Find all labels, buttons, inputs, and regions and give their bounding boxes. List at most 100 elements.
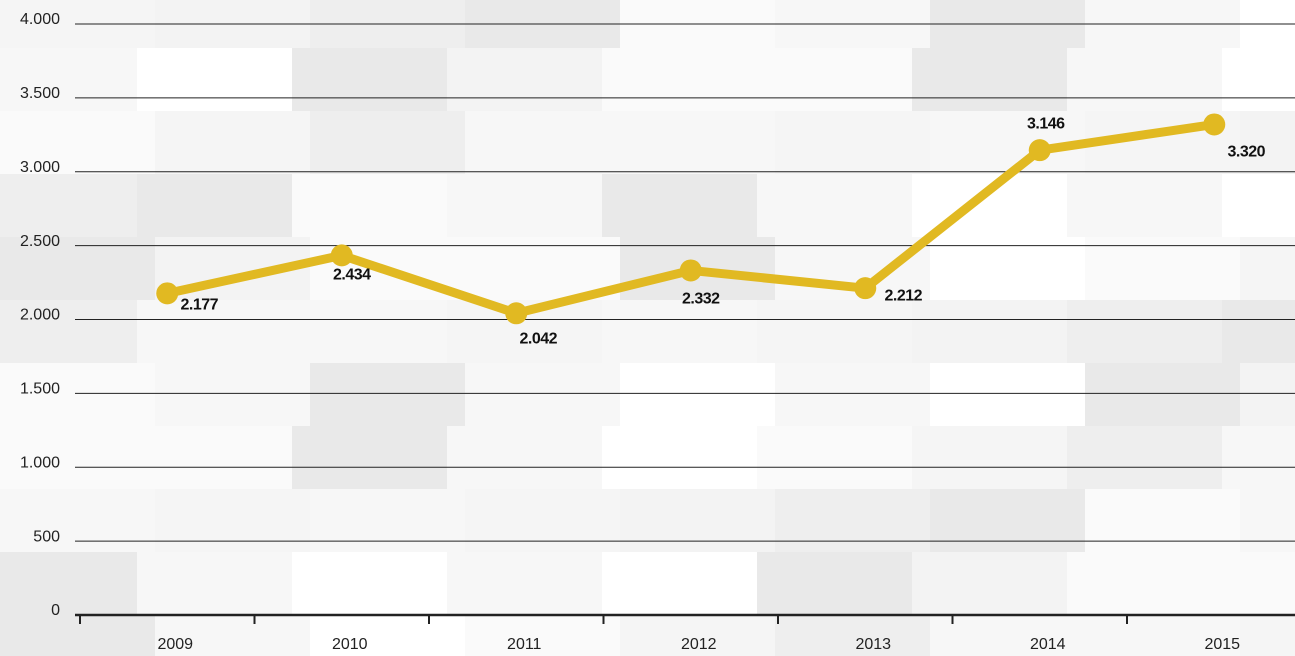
bg-tile bbox=[310, 363, 465, 426]
bg-tile bbox=[137, 426, 292, 489]
bg-tile bbox=[602, 300, 757, 363]
bg-tile bbox=[0, 363, 155, 426]
bg-tile bbox=[602, 552, 757, 615]
bg-tile bbox=[292, 48, 447, 111]
bg-tile bbox=[1240, 237, 1295, 300]
data-label: 2.212 bbox=[884, 287, 922, 304]
data-label: 3.146 bbox=[1027, 115, 1065, 132]
bg-tile bbox=[757, 552, 912, 615]
bg-tile bbox=[602, 48, 757, 111]
bg-tile bbox=[155, 363, 310, 426]
bg-tile bbox=[447, 48, 602, 111]
bg-tile bbox=[0, 426, 137, 489]
bg-tile bbox=[1222, 300, 1295, 363]
y-tick-label: 500 bbox=[33, 528, 60, 545]
bg-tile bbox=[447, 426, 602, 489]
bg-tile bbox=[1240, 615, 1295, 656]
bg-tile bbox=[465, 489, 620, 552]
bg-tile bbox=[1067, 552, 1222, 615]
bg-tile bbox=[1085, 489, 1240, 552]
y-tick-label: 2.500 bbox=[20, 233, 60, 250]
bg-tile bbox=[602, 174, 757, 237]
bg-tile bbox=[137, 48, 292, 111]
bg-tile bbox=[930, 111, 1085, 174]
bg-tile bbox=[1240, 111, 1295, 174]
y-tick-label: 3.000 bbox=[20, 159, 60, 176]
data-point bbox=[854, 277, 877, 300]
data-label: 3.320 bbox=[1227, 144, 1265, 161]
bg-tile bbox=[0, 174, 137, 237]
bg-tile bbox=[757, 426, 912, 489]
bg-tile bbox=[447, 552, 602, 615]
bg-tile bbox=[1222, 48, 1295, 111]
bg-tile bbox=[775, 489, 930, 552]
bg-tile bbox=[155, 489, 310, 552]
x-tick-label: 2013 bbox=[855, 636, 891, 653]
bg-tile bbox=[0, 237, 155, 300]
y-tick-label: 4.000 bbox=[20, 11, 60, 28]
bg-tile bbox=[775, 363, 930, 426]
bg-tile bbox=[757, 174, 912, 237]
bg-tile bbox=[620, 615, 775, 656]
bg-tile bbox=[1240, 363, 1295, 426]
bg-tile bbox=[292, 300, 447, 363]
bg-tile bbox=[292, 552, 447, 615]
bg-tile bbox=[155, 615, 310, 656]
bg-tile bbox=[0, 615, 155, 656]
bg-tile bbox=[912, 552, 1067, 615]
bg-tile bbox=[757, 300, 912, 363]
bg-tile bbox=[310, 111, 465, 174]
bg-tile bbox=[465, 237, 620, 300]
bg-tile bbox=[0, 111, 155, 174]
bg-tile bbox=[0, 300, 137, 363]
bg-tile bbox=[465, 363, 620, 426]
bg-tile bbox=[0, 489, 155, 552]
bg-tile bbox=[137, 174, 292, 237]
bg-tile bbox=[155, 111, 310, 174]
bg-tile bbox=[775, 111, 930, 174]
bg-tile bbox=[1085, 615, 1240, 656]
bg-tile bbox=[775, 615, 930, 656]
bg-tile bbox=[465, 615, 620, 656]
bg-tile bbox=[292, 426, 447, 489]
bg-tile bbox=[1067, 426, 1222, 489]
data-point bbox=[1028, 139, 1051, 162]
y-tick-label: 3.500 bbox=[20, 85, 60, 102]
data-point bbox=[156, 282, 179, 305]
bg-tile bbox=[912, 48, 1067, 111]
data-label: 2.177 bbox=[180, 297, 218, 314]
bg-tile bbox=[447, 174, 602, 237]
x-tick-label: 2014 bbox=[1030, 636, 1066, 653]
bg-tile bbox=[310, 489, 465, 552]
bg-tile bbox=[930, 489, 1085, 552]
data-label: 2.332 bbox=[682, 291, 720, 308]
bg-tile bbox=[602, 426, 757, 489]
bg-tile bbox=[930, 615, 1085, 656]
bg-tile bbox=[620, 489, 775, 552]
data-point bbox=[679, 259, 702, 282]
bg-tile bbox=[1067, 174, 1222, 237]
bg-tile bbox=[620, 363, 775, 426]
data-point bbox=[505, 302, 528, 325]
bg-tile bbox=[292, 174, 447, 237]
data-point bbox=[1203, 113, 1226, 136]
data-label: 2.434 bbox=[333, 267, 371, 284]
bg-tile bbox=[1240, 489, 1295, 552]
bg-tile bbox=[1222, 426, 1295, 489]
x-tick-label: 2009 bbox=[157, 636, 193, 653]
y-tick-label: 1.500 bbox=[20, 381, 60, 398]
bg-tile bbox=[930, 363, 1085, 426]
bg-tile bbox=[0, 552, 137, 615]
bg-tile bbox=[757, 48, 912, 111]
bg-tile bbox=[465, 111, 620, 174]
data-label: 2.042 bbox=[519, 331, 557, 348]
bg-tile bbox=[912, 300, 1067, 363]
bg-tile bbox=[1085, 363, 1240, 426]
bg-tile bbox=[1067, 48, 1222, 111]
y-tick-label: 1.000 bbox=[20, 454, 60, 471]
bg-tile bbox=[0, 48, 137, 111]
bg-tile bbox=[1222, 552, 1295, 615]
